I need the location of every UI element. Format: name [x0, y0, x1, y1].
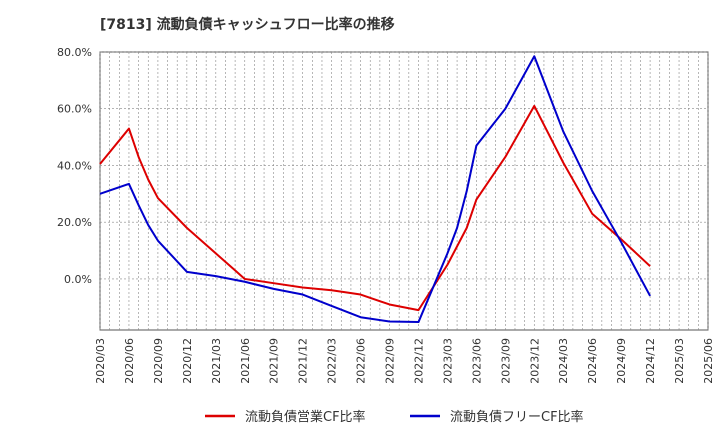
- x-tick-label: 2020/06: [123, 338, 136, 384]
- legend-label: 流動負債営業CF比率: [245, 409, 366, 425]
- x-tick-label: 2025/03: [673, 338, 686, 384]
- x-tick-label: 2022/06: [355, 338, 368, 384]
- y-tick-label: 80.0%: [57, 46, 92, 59]
- x-tick-label: 2023/06: [470, 338, 483, 384]
- x-tick-label: 2024/03: [557, 338, 570, 384]
- x-tick-label: 2022/09: [384, 338, 397, 384]
- x-tick-label: 2023/03: [441, 338, 454, 384]
- x-tick-label: 2023/09: [499, 338, 512, 384]
- y-tick-label: 40.0%: [57, 159, 92, 172]
- x-tick-label: 2022/03: [326, 338, 339, 384]
- chart-title: [7813] 流動負債キャッシュフロー比率の推移: [100, 17, 395, 33]
- x-tick-label: 2024/06: [586, 338, 599, 384]
- x-tick-label: 2021/09: [268, 338, 281, 384]
- legend: 流動負債営業CF比率 流動負債フリーCF比率: [205, 409, 584, 425]
- x-tick-label: 2020/03: [94, 338, 107, 384]
- series-line-2: [99, 55, 651, 324]
- x-axis-ticks: 2020/03 2020/06 2020/09 2020/12 2021/03 2021/…: [94, 338, 715, 384]
- x-tick-label: 2021/12: [297, 338, 310, 384]
- x-tick-label: 2021/03: [210, 338, 223, 384]
- x-tick-label: 2023/12: [528, 338, 541, 384]
- gridlines: [99, 51, 709, 330]
- x-tick-label: 2022/12: [412, 338, 425, 384]
- x-tick-label: 2020/12: [181, 338, 194, 384]
- series-lines: [99, 55, 651, 324]
- x-tick-label: 2025/06: [702, 338, 715, 384]
- y-tick-label: 0.0%: [64, 273, 92, 286]
- x-tick-label: 2020/09: [152, 338, 165, 384]
- plot-area-background: [99, 51, 709, 331]
- series-line-1: [99, 104, 651, 312]
- x-tick-label: 2024/09: [615, 338, 628, 384]
- legend-label: 流動負債フリーCF比率: [450, 409, 584, 425]
- y-axis-ticks: 0.0% 20.0% 40.0% 60.0% 80.0%: [57, 46, 92, 286]
- x-tick-label: 2021/06: [239, 338, 252, 384]
- x-tick-label: 2024/12: [644, 338, 657, 384]
- y-tick-label: 20.0%: [57, 216, 92, 229]
- y-tick-label: 60.0%: [57, 103, 92, 116]
